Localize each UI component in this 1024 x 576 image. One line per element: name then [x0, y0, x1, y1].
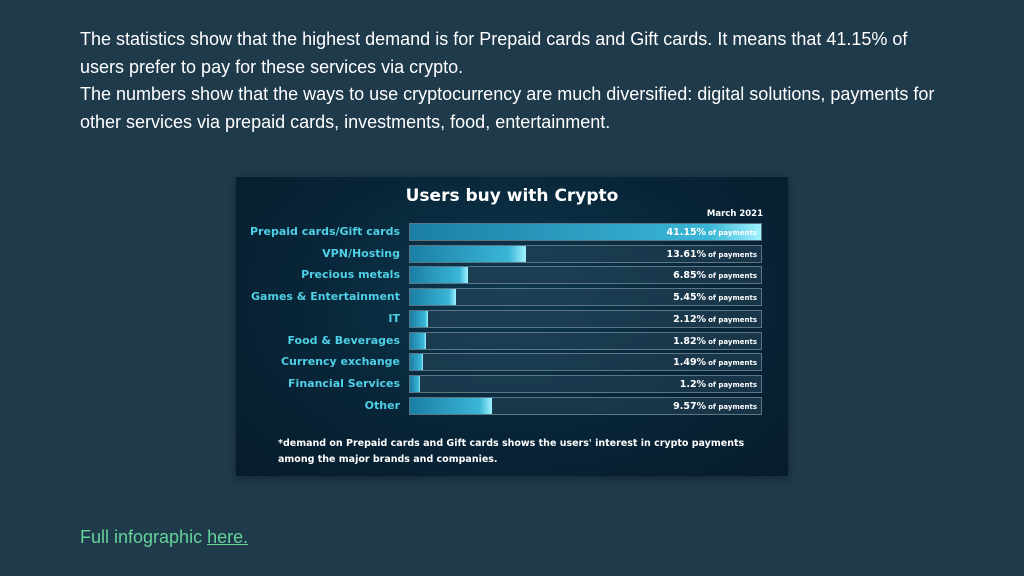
data-label: 6.85% of payments — [673, 270, 757, 281]
bar — [410, 375, 421, 392]
data-label-value: 1.82% — [673, 335, 707, 347]
bar-track: 1.2% of payments — [409, 374, 762, 393]
bar-row: Games & Entertainment 5.45% of payments — [236, 287, 788, 307]
data-label-unit: of payments — [708, 380, 757, 389]
bar-row: Prepaid cards/Gift cards 41.15% of payment… — [236, 222, 788, 242]
data-label-unit: of payments — [708, 272, 757, 281]
data-label-unit: of payments — [708, 337, 757, 346]
chart-title: Users buy with Crypto — [405, 186, 619, 206]
bar-row: VPN/Hosting 13.61% of payments — [236, 244, 788, 264]
data-label-unit: of payments — [708, 315, 757, 324]
bar-row: Financial Services 1.2% of payments — [236, 374, 788, 394]
bar-track: 13.61% of payments — [409, 244, 762, 263]
bar-row: Other 9.57% of payments — [236, 396, 788, 416]
data-label-unit: of payments — [708, 294, 757, 303]
data-label: 13.61% of payments — [667, 249, 758, 260]
bar-row: Currency exchange 1.49% of payments — [236, 352, 788, 372]
bar — [410, 397, 492, 414]
infographic: Users buy with Crypto March 2021 Prepaid… — [236, 177, 788, 476]
data-label-unit: of payments — [708, 250, 757, 259]
bar — [410, 245, 527, 262]
data-label-value: 6.85% — [673, 270, 707, 282]
bar — [410, 289, 457, 306]
category-label: Food & Beverages — [287, 333, 400, 347]
data-label-value: 1.2% — [679, 378, 707, 390]
bar — [410, 354, 423, 371]
category-label: VPN/Hosting — [322, 246, 400, 260]
category-label: Precious metals — [301, 268, 400, 282]
infographic-link[interactable]: here. — [207, 527, 249, 547]
bar-track: 2.12% of payments — [409, 309, 762, 328]
intro-paragraph-2: The numbers show that the ways to use cr… — [80, 84, 935, 132]
bar-track: 1.82% of payments — [409, 331, 762, 350]
intro-paragraph-1: The statistics show that the highest dem… — [80, 29, 908, 77]
data-label-value: 13.61% — [666, 248, 707, 260]
data-label-value: 41.15% — [666, 227, 707, 238]
data-label-value: 5.45% — [673, 292, 707, 304]
footer-text: Full infographic — [80, 527, 208, 547]
bar-track: 1.49% of payments — [409, 353, 762, 372]
bar-row: Food & Beverages 1.82% of payments — [236, 331, 788, 351]
data-label-unit: of payments — [708, 402, 757, 411]
category-label: Prepaid cards/Gift cards — [250, 225, 400, 238]
bar-track: 5.45% of payments — [409, 288, 762, 307]
bar — [410, 224, 761, 240]
data-label-unit: of payments — [708, 359, 757, 368]
bar-row: IT 2.12% of payments — [236, 309, 788, 329]
data-label: 2.12% of payments — [673, 314, 757, 325]
category-label: Other — [364, 398, 400, 412]
category-label: Currency exchange — [280, 355, 400, 369]
data-label-value: 1.49% — [673, 357, 707, 369]
chart-footnote: *demand on Prepaid cards and Gift cards … — [278, 438, 745, 465]
data-label-value: 2.12% — [673, 313, 707, 325]
category-label: Games & Entertainment — [251, 290, 400, 304]
data-label-unit: of payments — [708, 229, 757, 237]
bar-row: Precious metals 6.85% of payments — [236, 265, 788, 285]
bar — [410, 332, 426, 349]
category-label: IT — [388, 311, 400, 325]
bar-track: 9.57% of payments — [409, 396, 762, 415]
data-label: 41.15% of payments — [667, 227, 758, 238]
data-label: 1.49% of payments — [673, 357, 757, 368]
data-label: 1.2% of payments — [680, 379, 757, 390]
category-label: Financial Services — [288, 376, 400, 390]
intro-text: The statistics show that the highest dem… — [80, 26, 940, 136]
data-label: 5.45% of payments — [673, 292, 757, 303]
bar — [410, 267, 469, 284]
data-label-value: 9.57% — [673, 400, 707, 412]
bar-track: 6.85% of payments — [409, 266, 762, 285]
data-label: 9.57% of payments — [673, 401, 757, 412]
bar-track: 41.15% of payments — [409, 223, 762, 241]
chart-date: March 2021 — [706, 209, 763, 219]
bar — [410, 310, 429, 327]
footer-line: Full infographic here. — [80, 527, 248, 548]
data-label: 1.82% of payments — [673, 336, 757, 347]
